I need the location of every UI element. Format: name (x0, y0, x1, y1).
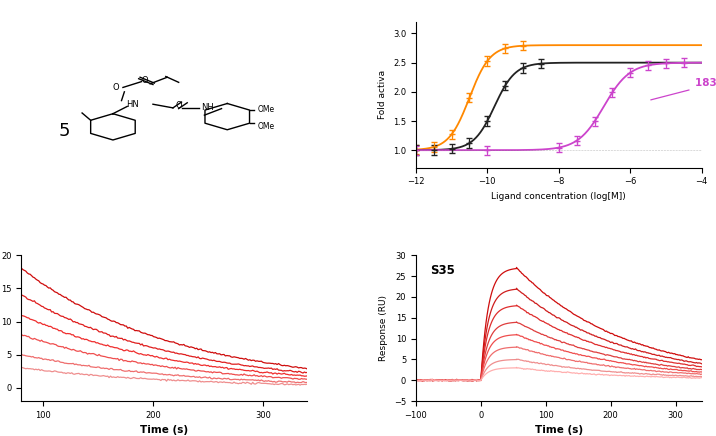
Y-axis label: Fold activa: Fold activa (378, 70, 387, 119)
X-axis label: Time (s): Time (s) (535, 426, 583, 436)
Text: OMe: OMe (257, 105, 274, 114)
Text: 5: 5 (59, 122, 70, 140)
Text: O: O (112, 83, 119, 92)
Text: 183 nM: 183 nM (651, 78, 716, 100)
Text: HN: HN (127, 100, 140, 109)
Text: O: O (141, 76, 147, 85)
Text: O: O (176, 101, 183, 110)
X-axis label: Ligand concentration (log[M]): Ligand concentration (log[M]) (491, 192, 626, 201)
Text: NH: NH (201, 103, 213, 112)
X-axis label: Time (s): Time (s) (140, 426, 188, 436)
Y-axis label: Response (RU): Response (RU) (379, 295, 388, 361)
Text: S35: S35 (430, 264, 455, 277)
Text: OMe: OMe (257, 123, 274, 131)
